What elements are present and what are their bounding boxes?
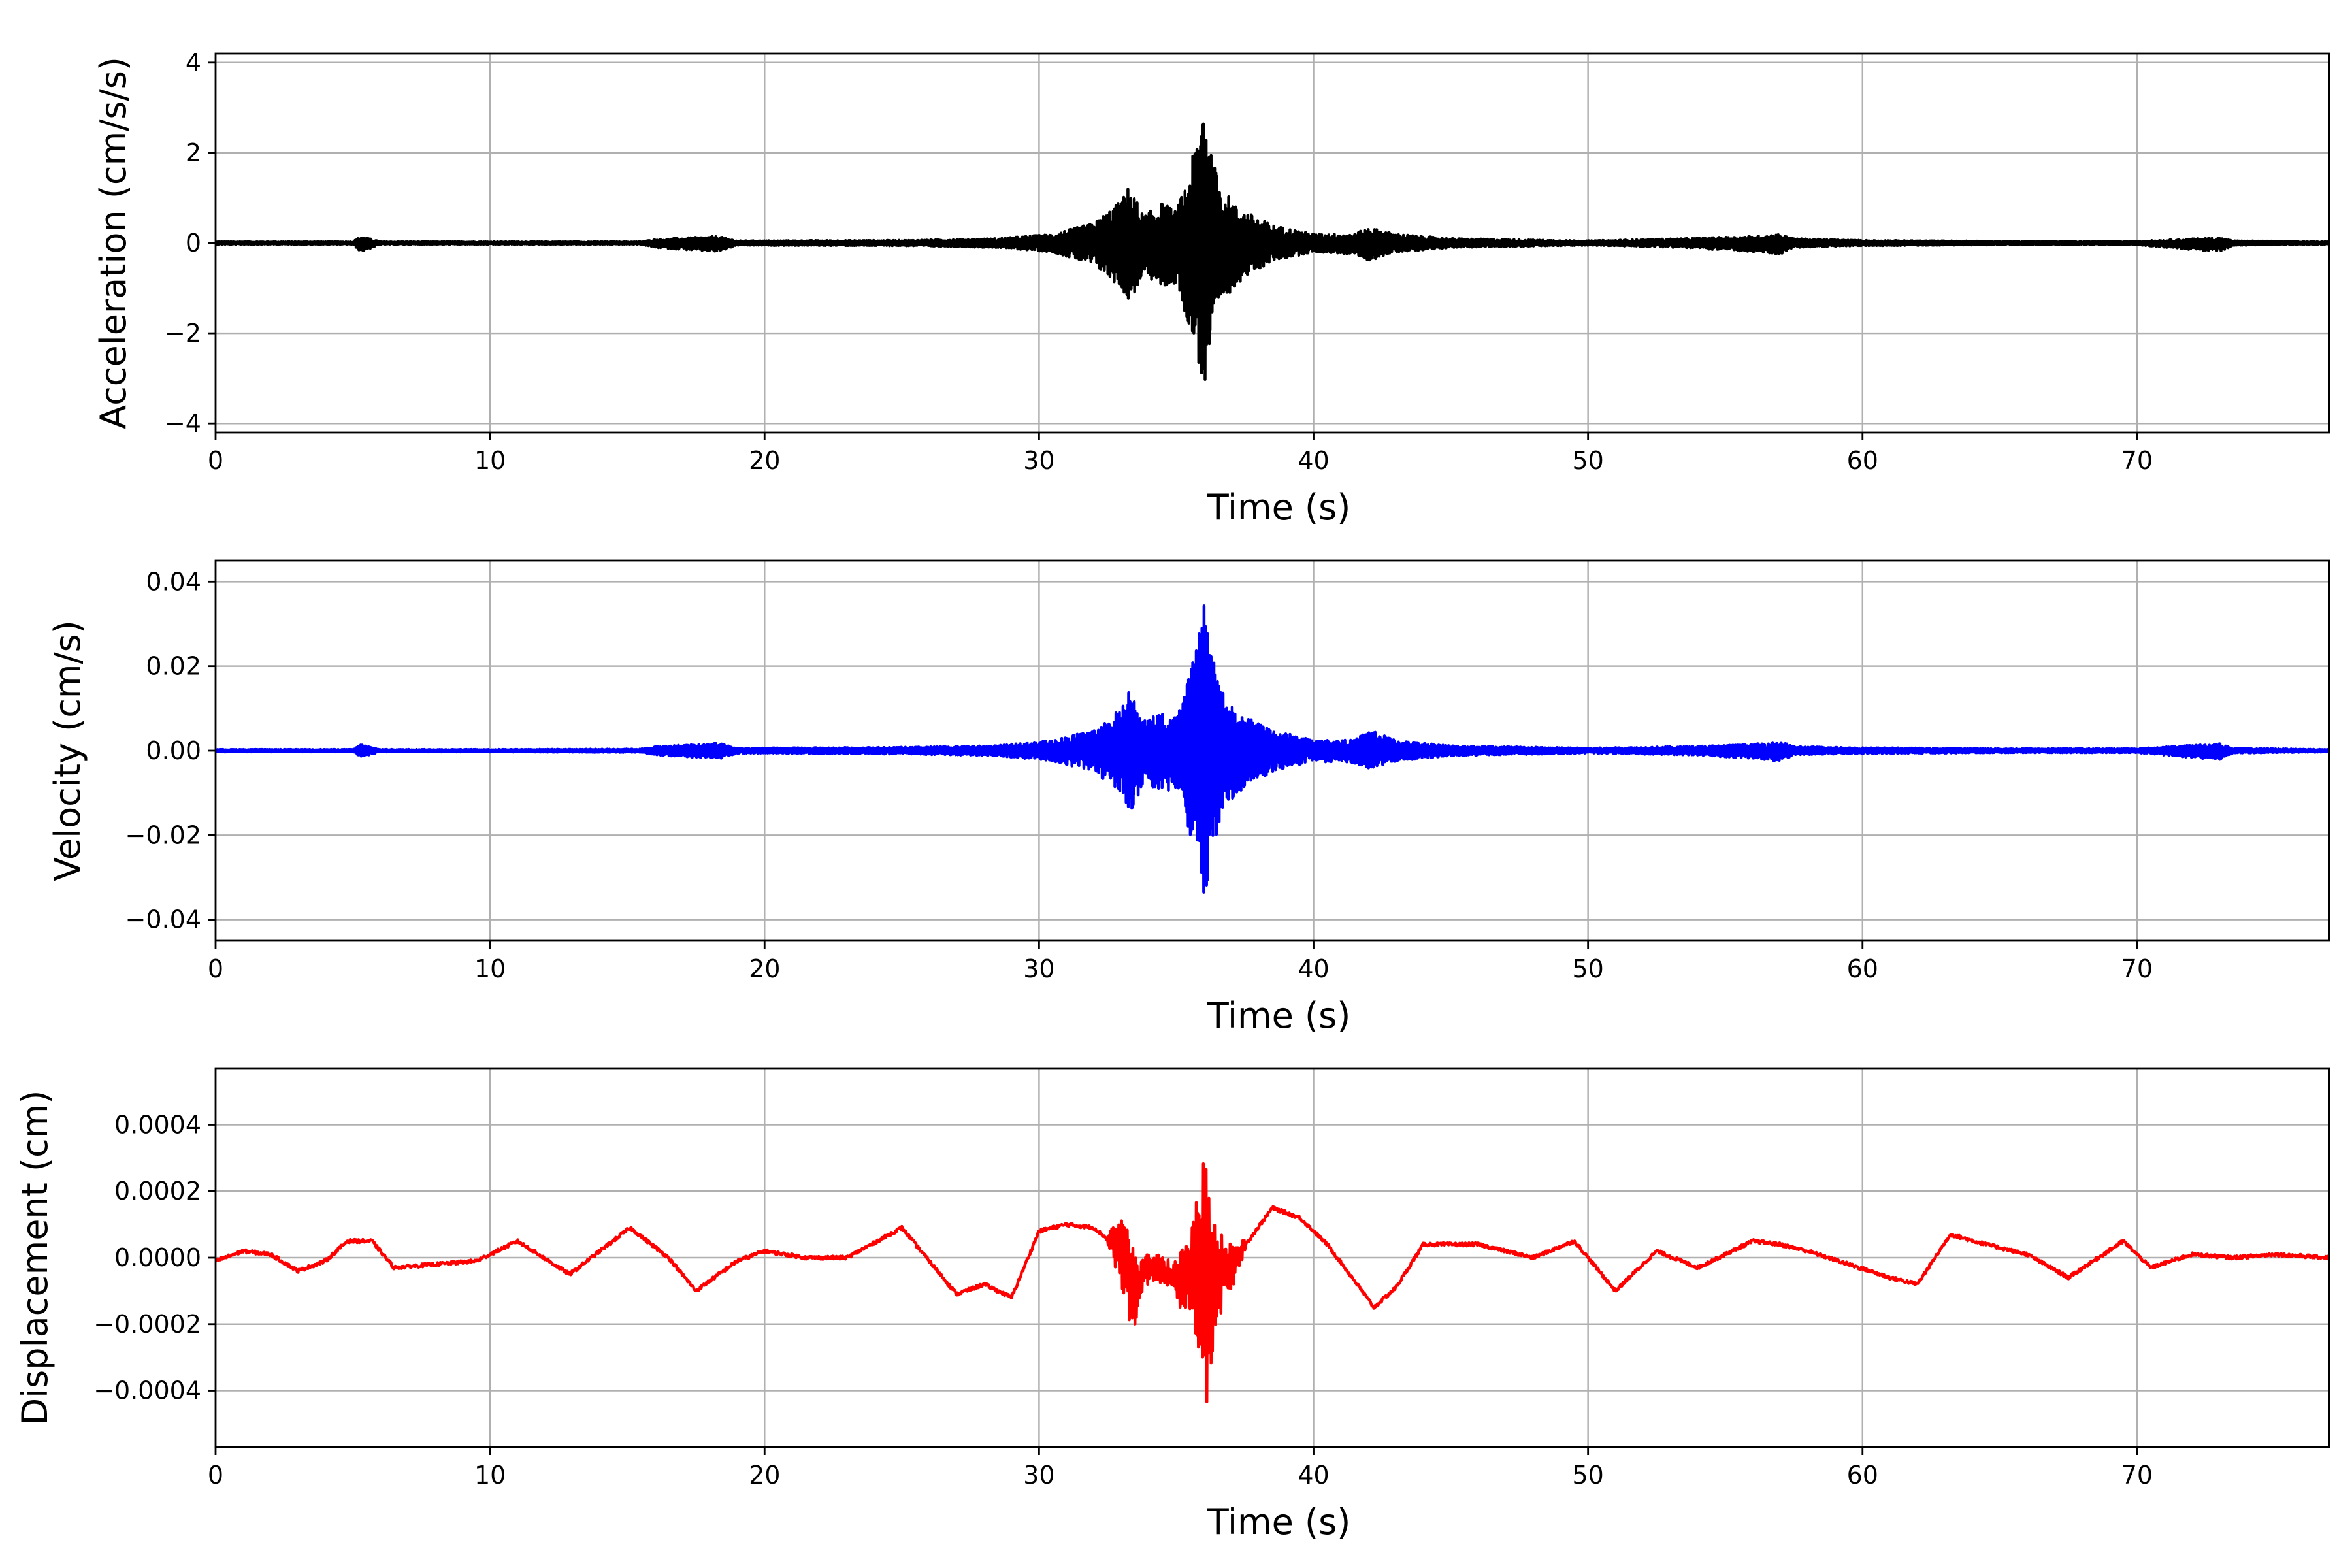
y-tick-label: 2: [186, 139, 201, 167]
x-tick-label: 0: [208, 955, 223, 983]
x-tick-label: 50: [1572, 1461, 1603, 1490]
y-axis-label: Velocity (cm/s): [47, 620, 88, 881]
x-tick-label: 70: [2121, 1461, 2153, 1490]
x-tick-label: 60: [1847, 446, 1878, 475]
x-tick-label: 10: [474, 955, 506, 983]
y-tick-label: 0.0000: [114, 1243, 201, 1272]
y-tick-label: −0.02: [125, 821, 201, 849]
y-tick-label: 0.0002: [114, 1177, 201, 1205]
x-tick-label: 20: [749, 446, 780, 475]
x-tick-label: 20: [749, 955, 780, 983]
x-tick-label: 30: [1023, 1461, 1054, 1490]
x-tick-label: 70: [2121, 446, 2153, 475]
x-tick-label: 60: [1847, 1461, 1878, 1490]
y-tick-label: −4: [165, 409, 201, 438]
y-tick-label: 0.00: [146, 736, 201, 765]
x-tick-label: 20: [749, 1461, 780, 1490]
x-tick-label: 50: [1572, 446, 1603, 475]
y-tick-label: −0.04: [125, 906, 201, 934]
series-line: [216, 122, 2329, 382]
y-tick-label: −0.0002: [93, 1310, 201, 1339]
x-tick-label: 10: [474, 446, 506, 475]
x-tick-label: 0: [208, 1461, 223, 1490]
y-axis-label: Acceleration (cm/s/s): [93, 57, 134, 429]
x-axis-label: Time (s): [1207, 1501, 1351, 1543]
y-tick-label: 0.02: [146, 652, 201, 681]
x-tick-label: 60: [1847, 955, 1878, 983]
y-axis-label: Displacement (cm): [14, 1090, 56, 1426]
y-tick-label: −0.0004: [93, 1377, 201, 1405]
series-line: [216, 1162, 2329, 1404]
y-tick-label: 0.0004: [114, 1110, 201, 1139]
x-tick-label: 50: [1572, 955, 1603, 983]
chart-panel-1: 0 10 20 30 40 50 60 70 −4 −2 0 2 4 Time (s) Accelerati…: [93, 48, 2330, 528]
x-tick-label: 30: [1023, 446, 1054, 475]
x-tick-label: 40: [1298, 1461, 1329, 1490]
y-tick-label: −2: [165, 319, 201, 348]
series-line: [216, 604, 2329, 894]
chart-panel-2: 0 10 20 30 40 50 60 70 −0.04 −0.02 0.00 0.02 0.04 Tim…: [47, 559, 2330, 1036]
x-tick-label: 70: [2121, 955, 2153, 983]
y-tick-label: 0: [186, 229, 201, 257]
x-axis-label: Time (s): [1207, 995, 1351, 1036]
x-tick-label: 0: [208, 446, 223, 475]
x-tick-label: 40: [1298, 446, 1329, 475]
x-axis-label: Time (s): [1207, 487, 1351, 528]
y-tick-label: 4: [186, 48, 201, 77]
x-tick-label: 30: [1023, 955, 1054, 983]
y-tick-label: 0.04: [146, 567, 201, 596]
x-tick-label: 10: [474, 1461, 506, 1490]
x-tick-label: 40: [1298, 955, 1329, 983]
chart-panel-3: 0 10 20 30 40 50 60 70 −0.0004 −0.0002 0.0000 0.000…: [14, 1067, 2330, 1543]
